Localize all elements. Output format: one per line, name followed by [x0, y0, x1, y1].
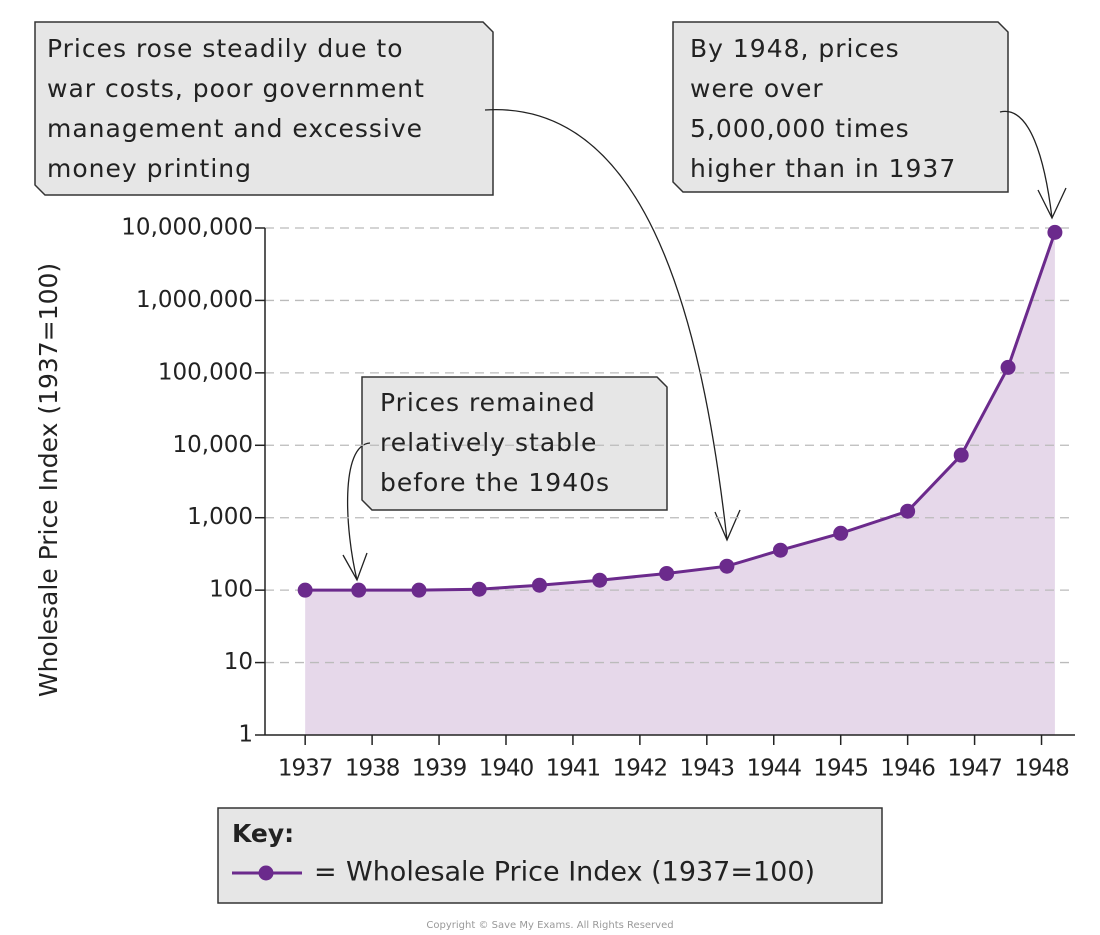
callout-box — [34, 21, 494, 196]
x-tick-label: 1946 — [880, 756, 935, 782]
y-tick-label: 1,000 — [187, 504, 253, 530]
annotation-line: Prices remained — [380, 388, 596, 417]
point — [772, 542, 788, 558]
annotation-line: were over — [690, 74, 824, 103]
x-tick-label: 1947 — [947, 756, 1002, 782]
x-tick-label: 1943 — [680, 756, 735, 782]
plot: 1 10 100 1,000 10,000 100,000 1,000,000 10,000,… — [121, 215, 1075, 782]
y-tick-label: 10,000,000 — [121, 215, 253, 241]
y-axis-label: Wholesale Price Index (1937=100) — [34, 263, 63, 697]
annotation-line: Prices rose steadily due to — [47, 34, 404, 63]
legend-label: Wholesale Price Index (1937=100) — [346, 857, 815, 888]
annotation-line: management and excessive — [47, 114, 423, 143]
y-tick-label: 100,000 — [158, 359, 253, 385]
copyright: Copyright © Save My Exams. All Rights Re… — [426, 920, 673, 931]
x-tick-label: 1942 — [613, 756, 668, 782]
y-tick-label: 1,000,000 — [136, 287, 253, 313]
key-separator: = — [314, 857, 337, 888]
point — [1000, 359, 1016, 375]
point — [900, 503, 916, 519]
annotation-line: higher than in 1937 — [690, 154, 956, 183]
point — [1047, 224, 1063, 240]
annotation-line: 5,000,000 times — [690, 114, 910, 143]
x-tick-label: 1948 — [1014, 756, 1069, 782]
y-tick-label: 100 — [209, 577, 253, 603]
x-tick-label: 1940 — [479, 756, 534, 782]
point — [531, 577, 547, 593]
y-tick-label: 10 — [224, 649, 253, 675]
annotation-line: money printing — [47, 154, 252, 183]
point — [953, 447, 969, 463]
x-tick-label: 1945 — [813, 756, 868, 782]
x-tick-label: 1941 — [546, 756, 601, 782]
point — [351, 582, 367, 598]
annotation-line: war costs, poor government — [47, 74, 425, 103]
x-tick-label: 1937 — [278, 756, 333, 782]
arrow — [342, 442, 371, 582]
callout-box — [672, 21, 1009, 193]
point — [297, 582, 313, 598]
key-box — [217, 807, 883, 904]
point — [659, 565, 675, 581]
annotation-line: By 1948, prices — [690, 34, 900, 63]
arrow — [999, 110, 1067, 220]
point — [411, 582, 427, 598]
y-tick-label: 10,000 — [173, 432, 253, 458]
x-tick-label: 1938 — [345, 756, 400, 782]
line — [305, 231, 1057, 592]
x-tick-label: 1939 — [412, 756, 467, 782]
x-tick-label: 1944 — [746, 756, 801, 782]
legend-marker — [258, 865, 274, 881]
area — [305, 232, 1055, 735]
annotation-line: before the 1940s — [380, 468, 610, 497]
key-title: Key: — [232, 819, 294, 848]
y-tick-label: 1 — [238, 722, 253, 748]
arrow — [484, 109, 741, 542]
point — [719, 558, 735, 574]
point — [833, 525, 849, 541]
point — [471, 581, 487, 597]
point — [592, 572, 608, 588]
callout-box — [361, 376, 668, 511]
annotation-line: relatively stable — [380, 428, 597, 457]
